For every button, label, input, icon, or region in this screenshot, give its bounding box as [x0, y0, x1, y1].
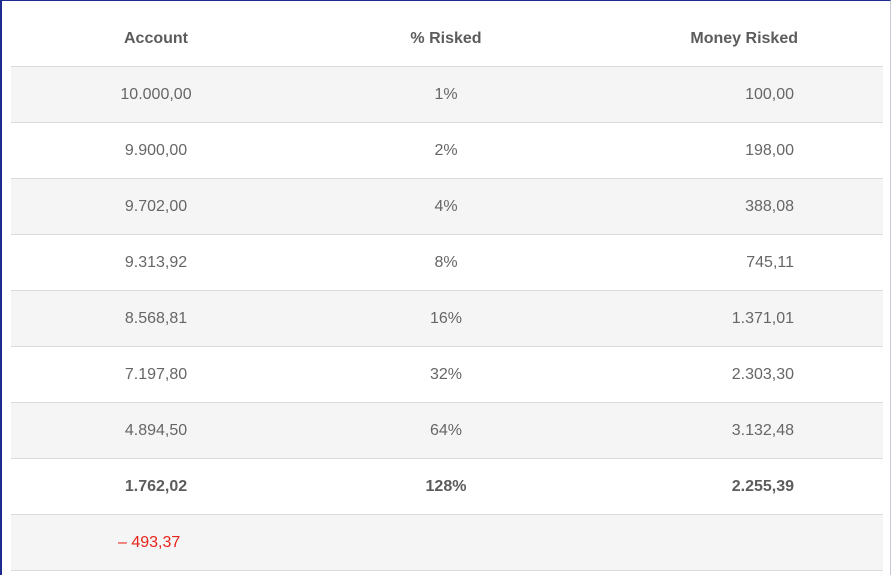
- percent-risked-cell: 8%: [301, 234, 591, 291]
- header-account: Account: [11, 11, 301, 67]
- account-cell: 4.894,50: [11, 402, 301, 459]
- header-percent-risked: % Risked: [301, 11, 591, 67]
- table-row: 9.900,00 2% 198,00: [11, 122, 883, 179]
- header-row: Account % Risked Money Risked: [11, 11, 883, 67]
- table-row: 8.568,81 16% 1.371,01: [11, 290, 883, 347]
- percent-risked-cell: 128%: [301, 458, 591, 515]
- empty-cell: [591, 514, 883, 571]
- risk-table: Account % Risked Money Risked 10.000,00 …: [11, 11, 883, 571]
- empty-cell: [301, 514, 591, 571]
- table-row: 9.313,92 8% 745,11: [11, 234, 883, 291]
- account-cell: 9.900,00: [11, 122, 301, 179]
- percent-risked-cell: 4%: [301, 178, 591, 235]
- table-row: 10.000,00 1% 100,00: [11, 66, 883, 123]
- table-body: 10.000,00 1% 100,00 9.900,00 2% 198,00 9…: [11, 66, 883, 571]
- percent-risked-cell: 2%: [301, 122, 591, 179]
- account-cell: 9.702,00: [11, 178, 301, 235]
- account-cell: 1.762,02: [11, 458, 301, 515]
- money-risked-cell: 745,11: [591, 234, 883, 291]
- table-row-final-risk: 1.762,02 128% 2.255,39: [11, 458, 883, 515]
- money-risked-cell: 388,08: [591, 178, 883, 235]
- money-risked-cell: 2.303,30: [591, 346, 883, 403]
- percent-risked-cell: 64%: [301, 402, 591, 459]
- account-cell: 7.197,80: [11, 346, 301, 403]
- money-risked-cell: 198,00: [591, 122, 883, 179]
- percent-risked-cell: 16%: [301, 290, 591, 347]
- account-cell: 10.000,00: [11, 66, 301, 123]
- account-cell: 8.568,81: [11, 290, 301, 347]
- money-risked-cell: 1.371,01: [591, 290, 883, 347]
- final-balance-cell: – 493,37: [11, 514, 301, 571]
- table-header: Account % Risked Money Risked: [11, 11, 883, 67]
- header-money-risked: Money Risked: [591, 11, 883, 67]
- money-risked-cell: 100,00: [591, 66, 883, 123]
- percent-risked-cell: 32%: [301, 346, 591, 403]
- table-row-final-balance: – 493,37: [11, 514, 883, 571]
- table-row: 7.197,80 32% 2.303,30: [11, 346, 883, 403]
- table-row: 4.894,50 64% 3.132,48: [11, 402, 883, 459]
- money-risked-cell: 3.132,48: [591, 402, 883, 459]
- percent-risked-cell: 1%: [301, 66, 591, 123]
- money-risked-cell: 2.255,39: [591, 458, 883, 515]
- table-row: 9.702,00 4% 388,08: [11, 178, 883, 235]
- account-cell: 9.313,92: [11, 234, 301, 291]
